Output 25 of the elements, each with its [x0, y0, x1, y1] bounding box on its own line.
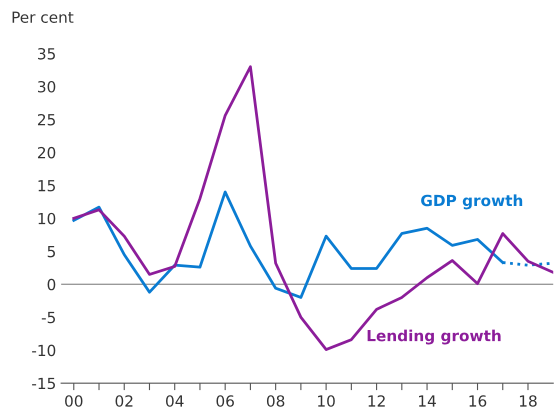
y-axis-title: Per cent	[12, 12, 74, 23]
y-tick-label: -10	[32, 344, 56, 356]
x-tick-label: 04	[166, 395, 184, 407]
x-tick-label: 08	[266, 395, 284, 407]
y-tick-label: 15	[38, 180, 55, 192]
x-tick-label: 02	[116, 395, 132, 407]
y-tick-label: 35	[38, 48, 55, 60]
series-label: GDP growth	[421, 194, 522, 210]
x-tick-label: 18	[520, 395, 537, 407]
x-tick-label: 12	[368, 395, 385, 407]
line-series	[72, 65, 554, 351]
x-tick-label: 00	[65, 395, 82, 407]
y-tick-label: 5	[48, 246, 55, 258]
y-tick-label: 0	[48, 278, 56, 290]
y-tick-label: -5	[42, 312, 55, 324]
x-tick-label: 16	[469, 395, 486, 407]
x-tick-label: 06	[216, 395, 234, 407]
y-tick-label: 10	[38, 212, 56, 224]
x-tick-label: 14	[419, 395, 436, 407]
series-label: Lending growth	[368, 330, 501, 344]
y-tick-label: 30	[38, 80, 56, 93]
x-tick-label: 10	[318, 395, 335, 407]
y-tick-label: 20	[38, 146, 56, 158]
y-tick-label: 25	[38, 114, 55, 126]
y-tick-label: -15	[32, 378, 55, 390]
